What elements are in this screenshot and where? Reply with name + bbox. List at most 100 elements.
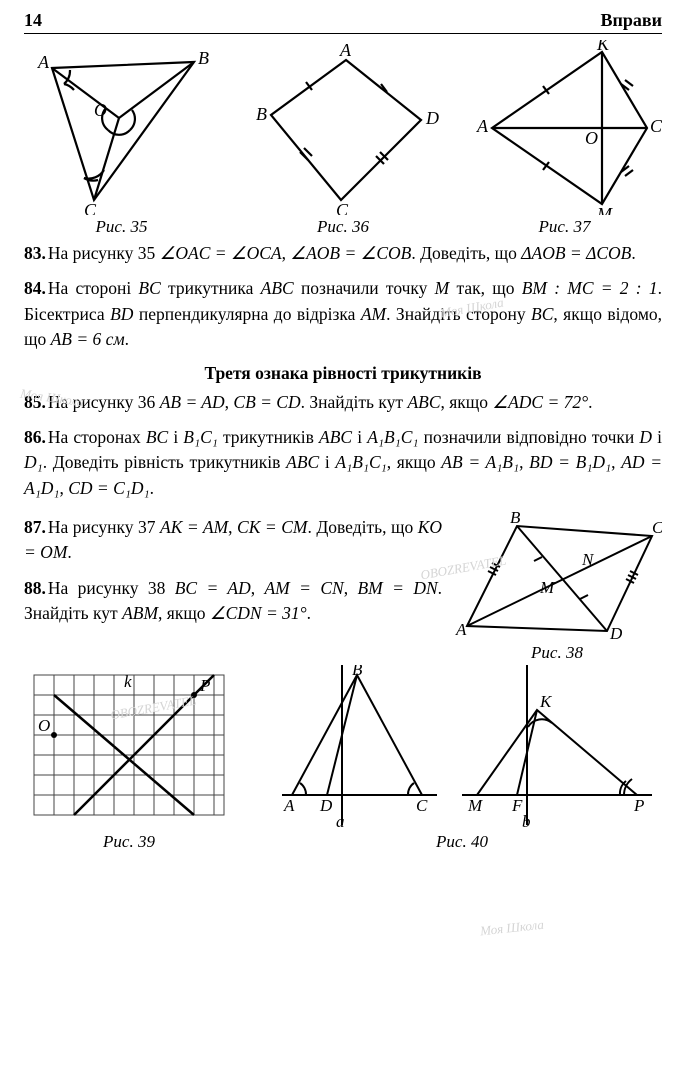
label-a: a bbox=[336, 812, 345, 830]
figure-39: O k P Рис. 39 bbox=[24, 665, 234, 852]
t84-am: AM bbox=[361, 304, 386, 324]
t86-d1: D₁ bbox=[24, 452, 43, 472]
task-83: 83.На рисунку 35 ∠OAC = ∠OCA, ∠AOB = ∠CO… bbox=[24, 241, 662, 266]
t88-c: , якщо bbox=[158, 603, 210, 623]
label-C: C bbox=[336, 200, 349, 215]
figure-35-caption: Рис. 35 bbox=[24, 217, 219, 237]
t85-a: На рисунку 36 bbox=[48, 392, 160, 412]
figure-38: A B C D M N Рис. 38 bbox=[452, 511, 662, 663]
figure-37-caption: Рис. 37 bbox=[467, 217, 662, 237]
figure-40-caption: Рис. 40 bbox=[262, 832, 662, 852]
t86-a1b1c1: A₁B₁C₁ bbox=[367, 427, 418, 447]
figure-37-svg: K A C M O bbox=[467, 40, 662, 215]
tasks-87-88-row: 87.На рисунку 37 AK = AM, CK = CM. Довед… bbox=[24, 511, 662, 663]
t85-b: . Знайдіть кут bbox=[301, 392, 408, 412]
label-k: k bbox=[124, 672, 132, 691]
t84-g: . Знайдіть сторону bbox=[386, 304, 531, 324]
label-A: A bbox=[283, 796, 295, 815]
t84-bc2: BC bbox=[531, 304, 553, 324]
figure-40-svg: A B C D a M K F P b bbox=[262, 665, 662, 830]
task-86: 86.На сторонах BC і B₁C₁ трикутників ABC… bbox=[24, 425, 662, 501]
figure-38-svg: A B C D M N bbox=[452, 511, 662, 641]
t85-c: , якщо bbox=[441, 392, 493, 412]
t86-abc2: ABC bbox=[286, 452, 319, 472]
t84-d: так, що bbox=[449, 278, 521, 298]
t86-eq1: AB = A₁B₁ bbox=[441, 452, 519, 472]
t84-ratio: BM : MC = 2 : 1 bbox=[522, 278, 658, 298]
watermark: Моя Школа bbox=[479, 917, 544, 940]
task-84-num: 84. bbox=[24, 278, 46, 298]
t86-b: трикутників bbox=[218, 427, 319, 447]
t86-and4: і bbox=[319, 452, 335, 472]
figure-36-caption: Рис. 36 bbox=[246, 217, 441, 237]
t83-dot: . bbox=[631, 243, 635, 263]
figure-39-caption: Рис. 39 bbox=[24, 832, 234, 852]
label-C: C bbox=[416, 796, 428, 815]
label-B: B bbox=[510, 511, 521, 527]
task-85: 85.На рисунку 36 AB = AD, CB = CD. Знайд… bbox=[24, 390, 662, 415]
label-A: A bbox=[455, 620, 467, 639]
t86-d: D bbox=[639, 427, 652, 447]
t87-a: На рисунку 37 bbox=[48, 517, 160, 537]
label-C: C bbox=[652, 518, 662, 537]
label-C: C bbox=[650, 116, 662, 136]
t86-and2: і bbox=[352, 427, 367, 447]
t84-m: M bbox=[435, 278, 450, 298]
t85-dot: . bbox=[588, 392, 592, 412]
figure-39-svg: O k P bbox=[24, 665, 234, 830]
t86-dot: . bbox=[150, 478, 154, 498]
task-83-num: 83. bbox=[24, 243, 46, 263]
figure-36-svg: A B C D bbox=[246, 40, 441, 215]
t85-abc: ABC bbox=[407, 392, 440, 412]
t83-eq3: ΔAOB = ΔCOB bbox=[521, 243, 631, 263]
t84-c: позначили точку bbox=[294, 278, 435, 298]
page-header: 14 Вправи bbox=[24, 10, 662, 34]
t87-b: . Доведіть, що bbox=[307, 517, 417, 537]
t86-s2: , bbox=[611, 452, 621, 472]
textbook-page: Моя Школа Моя Школа OBOZREVATEL OBOZREVA… bbox=[0, 0, 686, 1082]
t84-ab6: AB = 6 см bbox=[51, 329, 125, 349]
section-title: Вправи bbox=[601, 10, 662, 31]
t87-eq2: CK = CM bbox=[237, 517, 307, 537]
t85-adc: ∠ADC = 72° bbox=[492, 392, 588, 412]
label-N: N bbox=[581, 550, 595, 569]
t86-and1: і bbox=[168, 427, 183, 447]
label-B: B bbox=[198, 48, 209, 68]
figure-row-bottom: O k P Рис. 39 bbox=[24, 665, 662, 852]
task-87: 87.На рисунку 37 AK = AM, CK = CM. Довед… bbox=[24, 515, 442, 566]
task-88: 88.На рисунку 38 BC = AD, AM = CN, BM = … bbox=[24, 576, 442, 627]
t88-dot: . bbox=[307, 603, 311, 623]
task-86-num: 86. bbox=[24, 427, 46, 447]
label-O: O bbox=[585, 128, 598, 148]
t86-e: , якщо bbox=[387, 452, 442, 472]
t86-a1b1c12: A₁B₁C₁ bbox=[335, 452, 386, 472]
t87-s1: , bbox=[228, 517, 237, 537]
t84-b: трикутника bbox=[161, 278, 261, 298]
t84-dot: . bbox=[125, 329, 129, 349]
t88-a: На рисунку 38 bbox=[48, 578, 175, 598]
label-M: M bbox=[467, 796, 483, 815]
label-D: D bbox=[425, 108, 439, 128]
label-K: K bbox=[596, 40, 610, 54]
label-B: B bbox=[256, 104, 267, 124]
t84-f: перпендикулярна до відрізка bbox=[133, 304, 360, 324]
t86-b1c1: B₁C₁ bbox=[183, 427, 218, 447]
t86-c: позначили відповідно точки bbox=[419, 427, 640, 447]
figure-36: A B C D Рис. 36 bbox=[246, 40, 441, 237]
label-b: b bbox=[522, 812, 531, 830]
t88-eq3: BM = DN bbox=[357, 578, 437, 598]
t86-dd: . Доведіть рівність трикутників bbox=[43, 452, 286, 472]
label-M: M bbox=[539, 578, 555, 597]
label-P: P bbox=[633, 796, 644, 815]
page-number: 14 bbox=[24, 10, 42, 31]
task-87-num: 87. bbox=[24, 517, 46, 537]
label-P: P bbox=[199, 676, 210, 695]
label-A: A bbox=[339, 40, 352, 60]
t86-s3: , bbox=[60, 478, 69, 498]
t86-eq2: BD = B₁D₁ bbox=[529, 452, 611, 472]
task-85-num: 85. bbox=[24, 392, 46, 412]
t83-b: . Доведіть, що bbox=[411, 243, 521, 263]
t86-abc: ABC bbox=[319, 427, 352, 447]
t88-cdn: ∠CDN = 31° bbox=[210, 603, 307, 623]
t84-bd: BD bbox=[110, 304, 133, 324]
